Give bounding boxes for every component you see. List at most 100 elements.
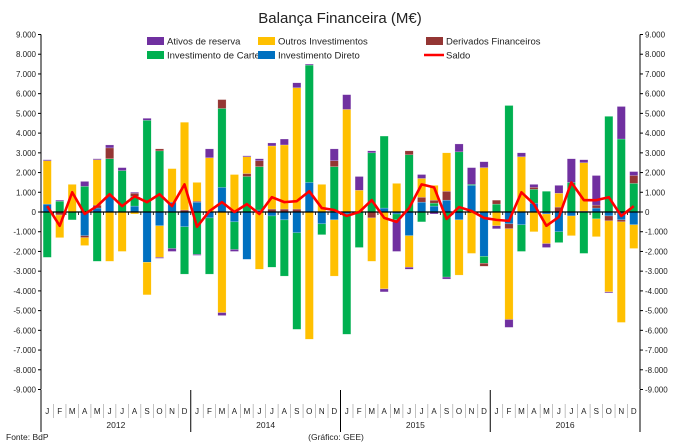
bar-investimento-direto xyxy=(517,211,526,226)
bar-outros-investimentos xyxy=(292,87,302,210)
month-label: A xyxy=(82,407,88,416)
bar-derivados-financeiros xyxy=(217,99,227,109)
y-tick-label-left: 5.000 xyxy=(16,109,37,118)
bar-investimento-direto xyxy=(192,201,202,213)
bar-ativos-de-reserva xyxy=(217,312,227,316)
bar-outros-investimentos xyxy=(155,225,164,258)
bar-outros-investimentos xyxy=(592,218,601,237)
bar-investimento-de-carteira xyxy=(579,211,589,254)
y-tick-label-left: 6.000 xyxy=(16,90,37,99)
legend-item: Ativos de reserva xyxy=(147,37,241,48)
month-label: M xyxy=(393,407,400,416)
bar-investimento-de-carteira xyxy=(142,120,152,213)
legend-label: Derivados Financeiros xyxy=(446,37,541,48)
bar-outros-investimentos xyxy=(280,144,289,210)
bar-investimento-direto xyxy=(80,211,89,236)
month-label: J xyxy=(420,407,424,416)
bar-investimento-de-carteira xyxy=(542,191,551,213)
bar-investimento-direto xyxy=(417,201,426,213)
bar-outros-investimentos xyxy=(442,152,451,192)
month-label: N xyxy=(169,407,175,416)
bar-outros-investimentos xyxy=(92,159,102,206)
y-tick-label-left: 2.000 xyxy=(16,169,37,178)
bar-ativos-de-reserva xyxy=(354,176,364,191)
y-tick-label-left: 9.000 xyxy=(16,31,37,40)
month-label: J xyxy=(407,407,411,416)
bar-derivados-financeiros xyxy=(479,263,489,267)
month-label: M xyxy=(244,407,251,416)
month-label: A xyxy=(132,407,138,416)
y-tick-label-right: -7.000 xyxy=(645,346,668,355)
bar-ativos-de-reserva xyxy=(379,288,389,293)
bar-ativos-de-reserva xyxy=(117,167,127,171)
bar-investimento-de-carteira xyxy=(317,223,327,235)
y-tick-label-right: -4.000 xyxy=(645,287,668,296)
bar-ativos-de-reserva xyxy=(479,161,489,168)
saldo-line xyxy=(46,181,635,229)
month-label: N xyxy=(469,407,475,416)
bar-derivados-financeiros xyxy=(529,187,539,190)
bar-ativos-de-reserva xyxy=(417,174,426,179)
month-label: D xyxy=(631,407,637,416)
month-label: F xyxy=(207,407,212,416)
bar-investimento-direto xyxy=(142,211,152,263)
bar-investimento-de-carteira xyxy=(429,202,439,207)
bar-ativos-de-reserva xyxy=(616,106,626,140)
y-tick-label-right: -1.000 xyxy=(645,228,668,237)
year-label: 2015 xyxy=(406,420,425,430)
bar-outros-investimentos xyxy=(517,156,526,213)
month-label: J xyxy=(120,407,124,416)
bar-ativos-de-reserva xyxy=(292,82,302,88)
bar-derivados-financeiros xyxy=(404,150,414,156)
month-label: A xyxy=(581,407,587,416)
y-tick-label-right: 6.000 xyxy=(645,90,666,99)
bar-investimento-de-carteira xyxy=(342,213,352,335)
bar-investimento-de-carteira xyxy=(230,221,239,250)
y-tick-label-right: 5.000 xyxy=(645,109,666,118)
bar-outros-investimentos xyxy=(629,224,639,249)
month-label: D xyxy=(481,407,487,416)
bar-investimento-direto xyxy=(292,211,302,233)
month-label: M xyxy=(94,407,101,416)
bar-ativos-de-reserva xyxy=(467,167,476,185)
month-label: M xyxy=(69,407,76,416)
bar-investimento-direto xyxy=(217,187,227,213)
year-label: 2014 xyxy=(256,420,275,430)
bar-investimento-de-carteira xyxy=(155,150,164,213)
bar-ativos-de-reserva xyxy=(554,185,564,194)
y-tick-label-left: 3.000 xyxy=(16,149,37,158)
month-label: J xyxy=(494,407,498,416)
bar-ativos-de-reserva xyxy=(579,159,589,163)
legend-swatch-icon xyxy=(147,37,164,45)
bar-outros-investimentos xyxy=(429,185,439,201)
bar-investimento-de-carteira xyxy=(616,138,626,213)
bar-ativos-de-reserva xyxy=(192,254,202,256)
bar-investimento-direto xyxy=(280,211,289,221)
bar-outros-investimentos xyxy=(167,168,177,203)
bar-ativos-de-reserva xyxy=(542,243,551,248)
bar-outros-investimentos xyxy=(242,156,252,174)
y-tick-label-right: 3.000 xyxy=(645,149,666,158)
saldo-polyline xyxy=(46,181,635,229)
bar-investimento-direto xyxy=(629,211,639,226)
bar-outros-investimentos xyxy=(479,167,489,213)
bar-outros-investimentos xyxy=(142,262,152,296)
y-tick-label-left: -4.000 xyxy=(13,287,36,296)
bar-outros-investimentos xyxy=(230,174,239,213)
bar-outros-investimentos xyxy=(192,182,202,202)
bar-derivados-financeiros xyxy=(592,204,601,209)
chart-title: Balança Financeira (M€) xyxy=(258,10,421,27)
axes: -9.000 -9.000 -8.000 -8.000 -7.000 -7.000 -6.0… xyxy=(13,31,668,395)
bar-derivados-financeiros xyxy=(417,197,426,203)
y-tick-label-left: -2.000 xyxy=(13,247,36,256)
y-tick-label-right: -6.000 xyxy=(645,326,668,335)
y-tick-label-right: 0 xyxy=(645,208,650,217)
bar-investimento-direto xyxy=(454,211,464,221)
bar-ativos-de-reserva xyxy=(454,143,464,153)
bar-ativos-de-reserva xyxy=(592,175,601,206)
bar-ativos-de-reserva xyxy=(567,158,576,183)
bar-derivados-financeiros xyxy=(492,199,501,205)
y-tick-label-right: -5.000 xyxy=(645,307,668,316)
bar-derivados-financeiros xyxy=(442,191,451,201)
bar-outros-investimentos xyxy=(454,219,464,276)
